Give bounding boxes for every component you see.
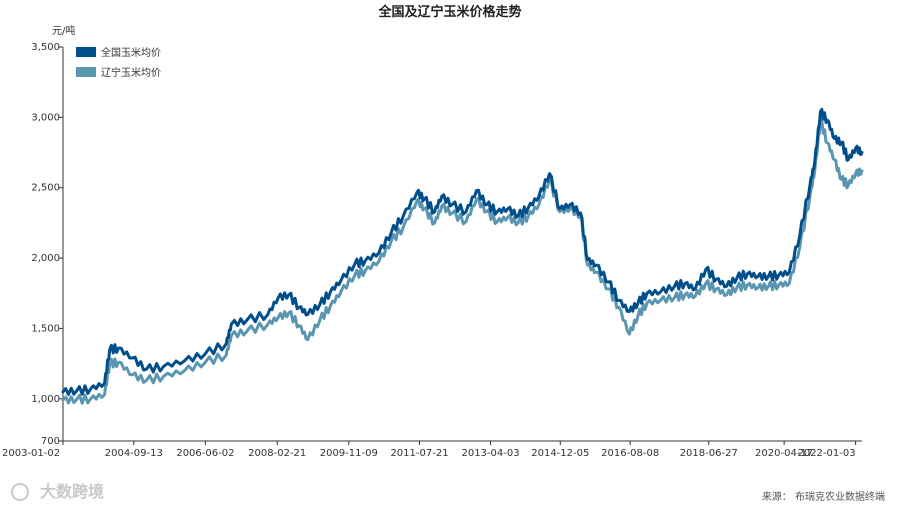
x-tick-label: 2008-02-21: [248, 448, 306, 459]
y-tick-label: 1,500: [31, 323, 60, 334]
x-tick-label: 2003-01-02: [2, 448, 60, 459]
x-tick-label: 2016-08-08: [601, 448, 659, 459]
watermark-text: 大数跨境: [40, 482, 104, 501]
x-tick-label: 2014-12-05: [531, 448, 589, 459]
x-tick-label: 2004-09-13: [105, 448, 163, 459]
x-tick-label: 2020-04-17: [755, 448, 813, 459]
x-tick-label: 2009-11-09: [320, 448, 378, 459]
series-layer: [61, 107, 864, 405]
y-tick-label: 3,500: [31, 42, 60, 53]
series-line-liaoning: [61, 118, 864, 405]
x-tick-label: 2013-04-03: [461, 448, 519, 459]
watermark-logo-icon: [11, 483, 29, 501]
data-source-note: 来源： 布瑞克农业数据终端: [762, 490, 885, 503]
y-axis: 700 1,000 1,500 2,000 2,500 3,000 3,500: [31, 42, 64, 447]
y-tick-label: 700: [41, 436, 60, 447]
series-line-national: [61, 107, 864, 396]
legend-swatch-liaoning: [76, 67, 96, 77]
legend-swatch-national: [76, 47, 96, 57]
y-tick-label: 2,500: [31, 183, 60, 194]
x-tick-label: 2022-01-03: [797, 448, 855, 459]
chart-title: 全国及辽宁玉米价格走势: [377, 4, 521, 20]
y-tick-label: 1,000: [31, 394, 60, 405]
x-tick-label: 2006-06-02: [176, 448, 234, 459]
y-tick-label: 2,000: [31, 253, 60, 264]
watermark-logo: 大数跨境: [11, 482, 104, 501]
x-tick-label: 2011-07-21: [390, 448, 448, 459]
x-axis: 2003-01-02 2004-09-13 2006-06-02 2008-02-21…: [2, 440, 862, 459]
legend-label-liaoning: 辽宁玉米均价: [101, 66, 161, 79]
y-axis-unit-label: 元/吨: [52, 24, 75, 37]
legend-label-national: 全国玉米均价: [101, 46, 161, 59]
y-tick-label: 3,000: [31, 112, 60, 123]
x-tick-label: 2018-06-27: [680, 448, 738, 459]
legend[interactable]: 全国玉米均价 辽宁玉米均价: [76, 46, 161, 79]
